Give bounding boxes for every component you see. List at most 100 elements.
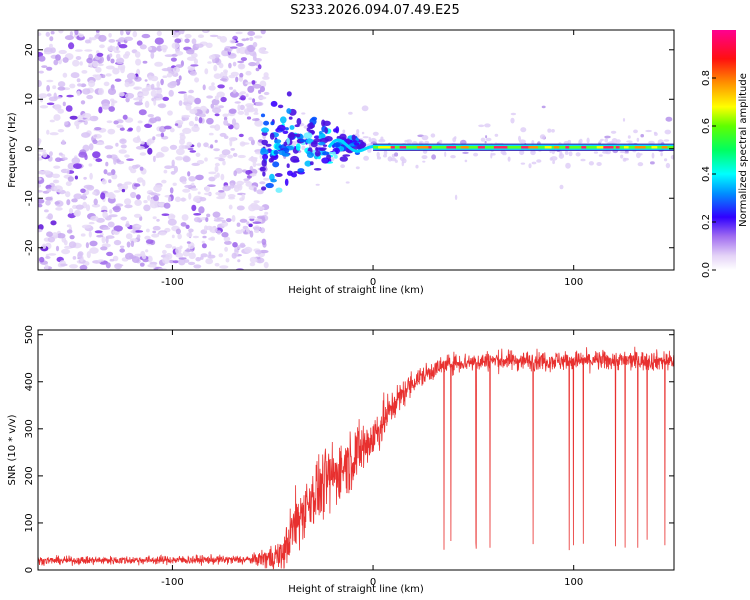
noise-blob: [214, 95, 219, 101]
noise-blob: [185, 224, 190, 229]
noise-blob: [166, 72, 173, 78]
noise-blob: [214, 139, 218, 143]
noise-blob: [209, 34, 219, 38]
noise-blob: [183, 92, 188, 100]
noise-blob: [130, 191, 137, 199]
noise-blob: [235, 124, 240, 128]
transition-blob: [315, 147, 319, 152]
noise-blob: [162, 256, 170, 264]
noise-blob: [180, 30, 185, 35]
noise-blob: [245, 70, 252, 76]
residual-blob: [622, 157, 627, 162]
noise-blob: [182, 250, 190, 257]
transition-blob: [261, 139, 269, 146]
noise-blob: [228, 62, 232, 69]
noise-blob: [152, 225, 161, 231]
residual-blob: [633, 129, 638, 134]
noise-blob: [202, 84, 206, 91]
noise-blob: [77, 83, 82, 87]
noise-blob: [235, 76, 239, 83]
noise-blob: [79, 264, 88, 270]
spectrogram-plot-frame: [37, 29, 675, 271]
noise-blob: [193, 217, 201, 223]
transition-blob: [322, 151, 330, 156]
noise-blob: [207, 61, 212, 64]
noise-blob: [52, 85, 57, 90]
noise-blob: [170, 57, 177, 62]
noise-blob: [64, 121, 69, 125]
residual-blob: [636, 152, 641, 159]
noise-blob: [175, 156, 184, 161]
noise-blob: [139, 262, 145, 267]
noise-blob: [139, 152, 147, 156]
noise-blob: [133, 183, 141, 187]
noise-blob: [161, 68, 170, 72]
noise-blob: [134, 76, 142, 82]
noise-blob: [264, 211, 269, 215]
snr-x-axis-label: Height of straight line (km): [288, 584, 424, 595]
noise-blob: [254, 107, 258, 114]
noise-blob: [224, 240, 232, 245]
residual-blob: [611, 138, 618, 144]
noise-blob: [120, 216, 127, 221]
transition-blob: [278, 150, 286, 156]
noise-blob: [252, 161, 257, 168]
transition-blob: [285, 127, 289, 131]
noise-blob: [254, 229, 260, 233]
noise-blob: [137, 120, 143, 124]
transition-blob: [274, 139, 282, 144]
noise-blob: [184, 184, 192, 188]
noise-blob: [184, 38, 190, 44]
noise-blob: [206, 213, 211, 218]
noise-blob: [226, 218, 232, 223]
noise-blob: [194, 77, 200, 83]
noise-blob: [216, 217, 224, 220]
residual-blob: [444, 151, 447, 158]
noise-blob: [109, 209, 113, 214]
noise-blob: [163, 169, 168, 174]
noise-blob: [69, 115, 78, 120]
noise-blob: [254, 249, 262, 255]
noise-blob: [181, 214, 189, 221]
noise-blob: [224, 48, 229, 51]
noise-blob: [248, 215, 256, 219]
noise-blob: [160, 78, 164, 86]
noise-blob: [182, 156, 191, 163]
noise-blob: [195, 257, 201, 262]
residual-blob: [598, 140, 603, 143]
transition-blob: [260, 147, 267, 153]
noise-blob: [220, 173, 225, 181]
noise-blob: [85, 242, 89, 249]
noise-blob: [156, 218, 160, 222]
noise-blob: [221, 232, 229, 238]
noise-blob: [237, 259, 241, 263]
noise-blob: [254, 120, 263, 127]
noise-blob: [151, 233, 160, 238]
noise-blob: [125, 223, 131, 228]
noise-blob: [184, 33, 192, 39]
noise-blob: [236, 184, 241, 188]
noise-blob: [210, 103, 215, 109]
noise-blob: [86, 251, 91, 259]
noise-blob: [124, 92, 135, 99]
noise-blob: [60, 263, 68, 267]
noise-blob: [252, 221, 262, 224]
noise-blob: [143, 204, 151, 212]
noise-blob: [239, 72, 244, 78]
noise-blob: [77, 114, 84, 120]
noise-blob: [58, 30, 64, 34]
noise-blob: [164, 54, 174, 57]
residual-blob: [355, 166, 360, 170]
noise-blob: [195, 152, 201, 157]
noise-blob: [46, 79, 54, 83]
residual-blob: [620, 154, 624, 159]
transition-blob: [339, 156, 348, 162]
residual-blob: [473, 152, 479, 157]
noise-blob: [245, 93, 249, 98]
noise-blob: [231, 252, 237, 259]
noise-blob: [108, 106, 115, 112]
noise-blob: [89, 247, 99, 254]
signal-hotspot: [460, 146, 469, 149]
noise-blob: [188, 89, 195, 94]
residual-blob: [604, 138, 609, 143]
